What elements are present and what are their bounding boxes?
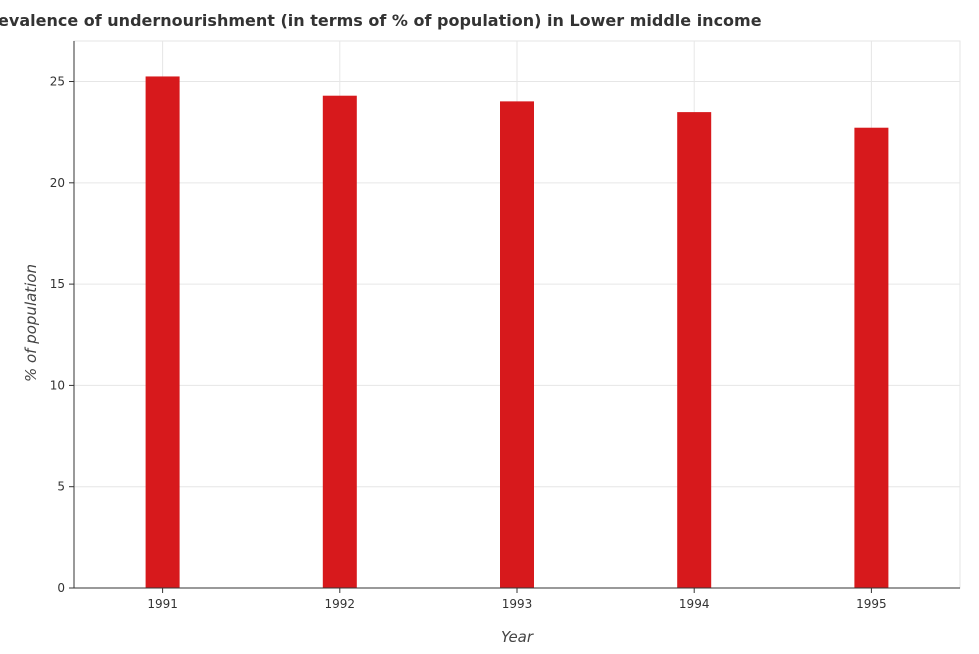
bar-1995 bbox=[854, 127, 889, 589]
bar-1991 bbox=[145, 76, 180, 588]
bar-1994 bbox=[677, 112, 712, 589]
x-tick-label: 1992 bbox=[325, 597, 356, 611]
x-tick-label: 1995 bbox=[856, 597, 887, 611]
x-tick-label: 1991 bbox=[147, 597, 178, 611]
chart-title: Prevalence of undernourishment (in terms… bbox=[0, 11, 762, 30]
y-tick-label: 10 bbox=[50, 378, 65, 392]
x-axis-label: Year bbox=[501, 628, 534, 646]
bars bbox=[145, 76, 889, 589]
axes: 0 5 10 15 20 25 1991 1992 1993 1994 1995 bbox=[50, 41, 960, 611]
y-tick-label: 15 bbox=[50, 277, 65, 291]
x-tick-label: 1993 bbox=[502, 597, 533, 611]
y-tick-label: 0 bbox=[57, 581, 65, 595]
bar-1992 bbox=[322, 95, 357, 588]
bar-1993 bbox=[500, 101, 534, 588]
x-tick-label: 1994 bbox=[679, 597, 710, 611]
y-axis-label: % of population bbox=[22, 264, 40, 382]
y-tick-label: 20 bbox=[50, 176, 65, 190]
y-tick-label: 25 bbox=[50, 75, 65, 89]
y-tick-label: 5 bbox=[57, 480, 65, 494]
